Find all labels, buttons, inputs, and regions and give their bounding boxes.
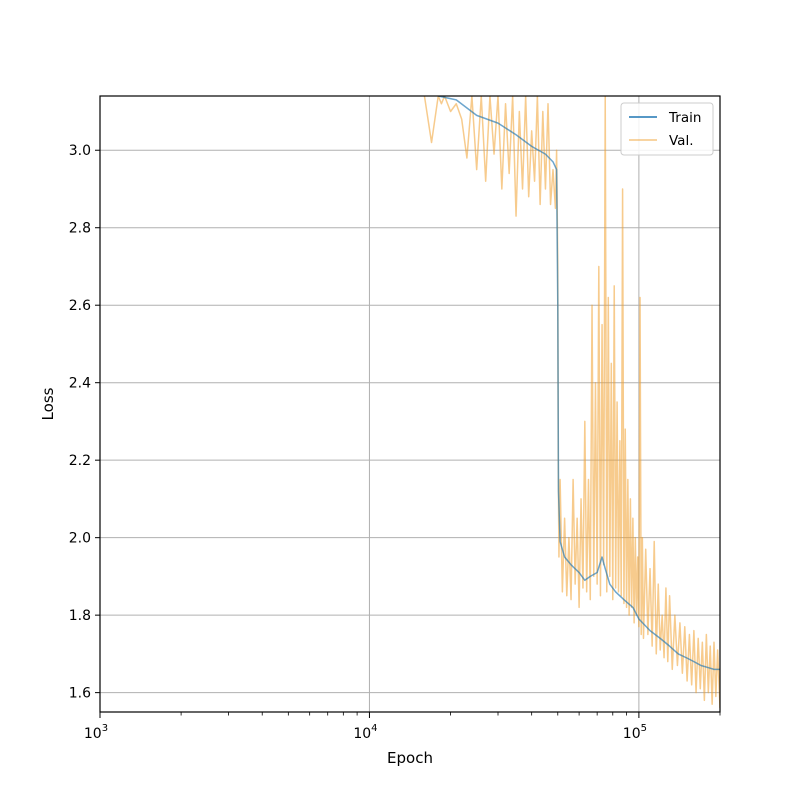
y-tick-label: 2.2 [69, 453, 91, 469]
y-tick-label: 2.6 [69, 298, 91, 314]
series-line-train [438, 96, 720, 671]
y-tick-label: 2.0 [69, 531, 91, 547]
y-axis-label: Loss [39, 387, 57, 420]
series-layer [423, 96, 720, 709]
x-axis-label: Epoch [387, 749, 433, 767]
legend-label-val: Val. [669, 133, 694, 149]
y-tick-label: 3.0 [69, 143, 91, 159]
legend-box [620, 102, 714, 156]
y-tick-label: 2.4 [69, 376, 91, 392]
legend: Train Val. [620, 102, 714, 156]
y-tick-label: 2.8 [69, 221, 91, 237]
plot-frame [99, 95, 721, 713]
y-tick-label: 1.8 [69, 608, 91, 624]
y-tick-label: 1.6 [69, 686, 91, 702]
legend-label-train: Train [668, 110, 701, 126]
